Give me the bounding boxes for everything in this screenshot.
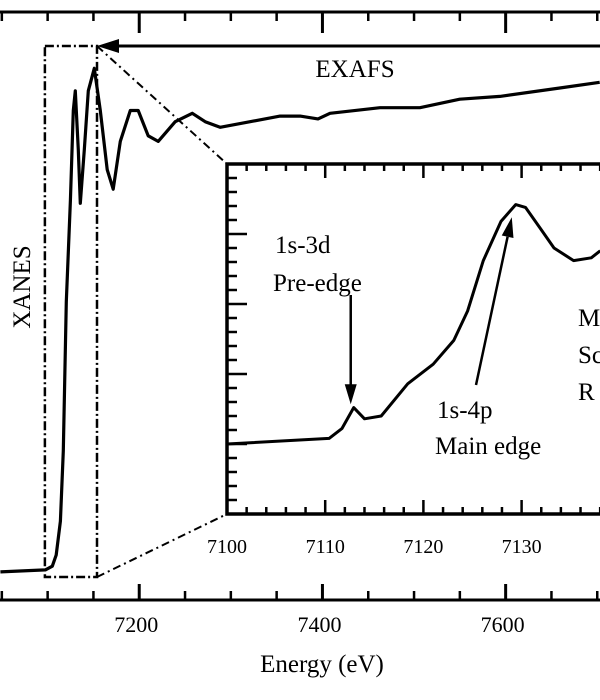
exafs-label: EXAFS <box>315 56 394 83</box>
main-edge-label-line2: Main edge <box>435 433 541 460</box>
inset-x-tick-label: 7120 <box>403 536 443 558</box>
inset-x-tick-label: 7110 <box>306 536 345 558</box>
spectrum-line <box>0 66 600 574</box>
ms-label-line2: Sc <box>578 342 600 369</box>
inset-x-tick-label: 7130 <box>502 536 542 558</box>
x-tick-label: 7200 <box>114 612 158 637</box>
ms-label-line1: M <box>578 305 600 332</box>
pre-edge-label-line1: 1s-3d <box>275 232 331 259</box>
ms-label-line3: R <box>578 379 595 406</box>
main-edge-label-line1: 1s-4p <box>437 397 493 424</box>
zoom-connector-top <box>96 45 228 165</box>
inset-x-tick-label: 7100 <box>207 536 247 558</box>
main-plot: 7200 7400 7600 <box>0 10 600 637</box>
x-tick-label: 7600 <box>481 612 525 637</box>
inset-spectrum-line <box>226 203 600 446</box>
exafs-arrowhead-icon <box>97 39 119 53</box>
x-tick-label: 7400 <box>297 612 341 637</box>
inset-plot: 7100 7110 7120 7130 <box>96 45 600 578</box>
pre-edge-arrowhead-icon <box>344 384 357 405</box>
zoom-connector-bottom <box>96 513 228 578</box>
xanes-label: XANES <box>9 245 36 328</box>
xanes-region-box <box>43 44 99 579</box>
inset-frame <box>225 162 600 516</box>
pre-edge-label-line2: Pre-edge <box>273 270 362 297</box>
main-edge-arrow-line <box>474 236 509 386</box>
main-edge-arrowhead-icon <box>501 217 514 239</box>
x-axis-label: Energy (eV) <box>260 651 384 678</box>
